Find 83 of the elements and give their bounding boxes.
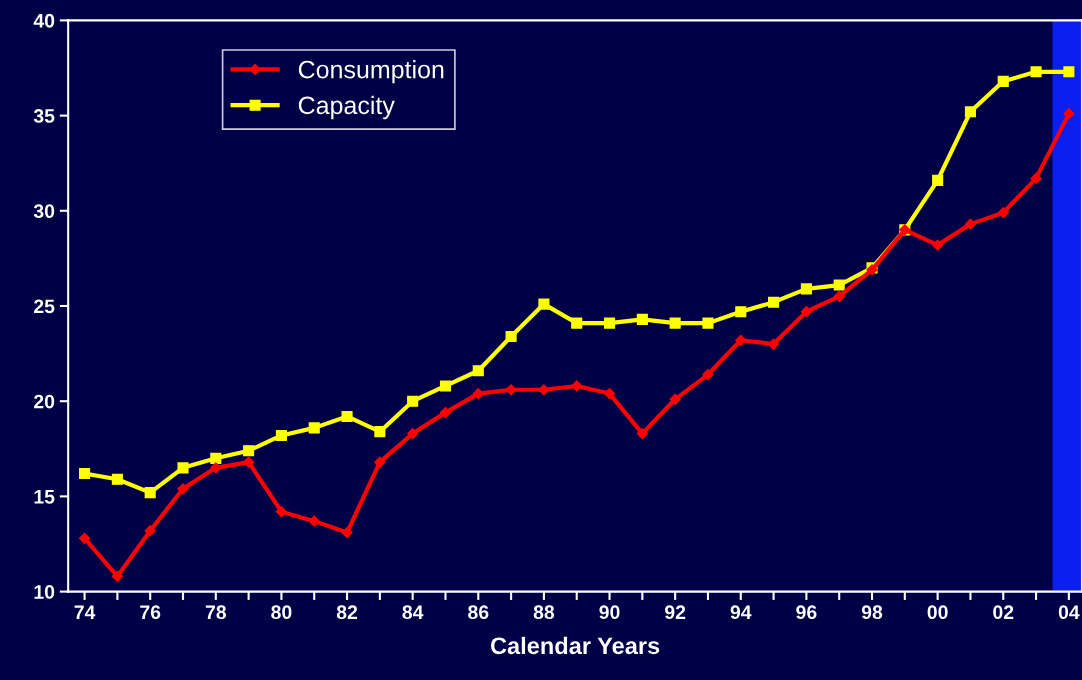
point — [932, 174, 944, 186]
legend-label: Consumption — [298, 60, 444, 84]
y-tick-label: 10 — [34, 585, 55, 599]
x-axis-title: Calendar Years — [490, 636, 660, 655]
y-tick-label: 15 — [34, 490, 55, 504]
x-tick-label: 92 — [665, 605, 686, 620]
point — [407, 395, 419, 407]
x-tick-label: 96 — [796, 605, 817, 620]
point — [636, 427, 648, 440]
point — [79, 467, 91, 480]
x-tick-label: 86 — [468, 605, 489, 620]
point — [374, 426, 386, 438]
point — [275, 429, 287, 442]
point — [800, 306, 812, 318]
y-tick-label: 20 — [34, 394, 55, 409]
point — [275, 506, 288, 518]
y-tick-label: 35 — [33, 109, 55, 123]
point — [538, 384, 550, 396]
point — [833, 279, 845, 291]
y-tick-label: 30 — [33, 204, 55, 219]
x-tick-label: 88 — [533, 605, 555, 620]
point — [407, 427, 419, 440]
x-tick-label: 98 — [861, 605, 883, 620]
point — [603, 317, 616, 329]
point — [603, 387, 616, 400]
point — [538, 298, 550, 310]
x-tick-label: 02 — [993, 605, 1014, 620]
point — [144, 487, 156, 499]
x-tick-label: 84 — [402, 605, 424, 620]
point — [735, 306, 747, 318]
y-tick-label: 40 — [33, 13, 55, 28]
x-tick-label: 82 — [336, 605, 358, 620]
point — [341, 526, 353, 539]
point — [571, 380, 583, 392]
point — [669, 393, 681, 405]
point — [1030, 172, 1042, 185]
point — [210, 462, 222, 474]
point — [735, 334, 747, 346]
point — [111, 473, 123, 485]
x-tick-label: 80 — [271, 605, 292, 620]
point — [669, 317, 681, 329]
point — [1063, 66, 1075, 78]
point — [111, 570, 123, 582]
point — [997, 75, 1009, 87]
point — [702, 317, 714, 329]
point — [964, 218, 977, 230]
point — [308, 422, 320, 434]
point — [374, 456, 386, 468]
point — [997, 207, 1009, 219]
point — [932, 239, 944, 251]
point — [472, 365, 484, 377]
point — [505, 384, 517, 396]
x-tick-label: 78 — [205, 605, 227, 620]
point — [768, 296, 780, 308]
point — [964, 106, 977, 118]
point — [144, 525, 156, 537]
point — [177, 462, 189, 474]
point — [341, 410, 353, 422]
y-tick-label: 25 — [34, 299, 55, 314]
x-tick-label: 00 — [927, 605, 948, 620]
point — [210, 452, 222, 464]
point — [636, 313, 648, 325]
point — [243, 445, 255, 457]
point — [833, 290, 845, 303]
point — [1030, 66, 1042, 78]
point — [78, 532, 91, 544]
point — [308, 515, 320, 527]
point — [702, 368, 714, 381]
point — [243, 456, 255, 468]
point — [439, 407, 452, 419]
point — [505, 330, 517, 343]
point — [472, 387, 484, 400]
x-tick-label: 90 — [599, 605, 620, 620]
x-tick-label: 74 — [74, 605, 96, 619]
legend-label: Capacity — [298, 95, 395, 120]
x-tick-label: 76 — [140, 605, 161, 620]
point — [1063, 108, 1075, 120]
point — [800, 283, 812, 295]
x-tick-label: 04 — [1058, 605, 1080, 620]
point — [177, 483, 189, 495]
x-tick-label: 94 — [730, 605, 752, 620]
point — [439, 380, 452, 392]
point — [571, 317, 583, 329]
